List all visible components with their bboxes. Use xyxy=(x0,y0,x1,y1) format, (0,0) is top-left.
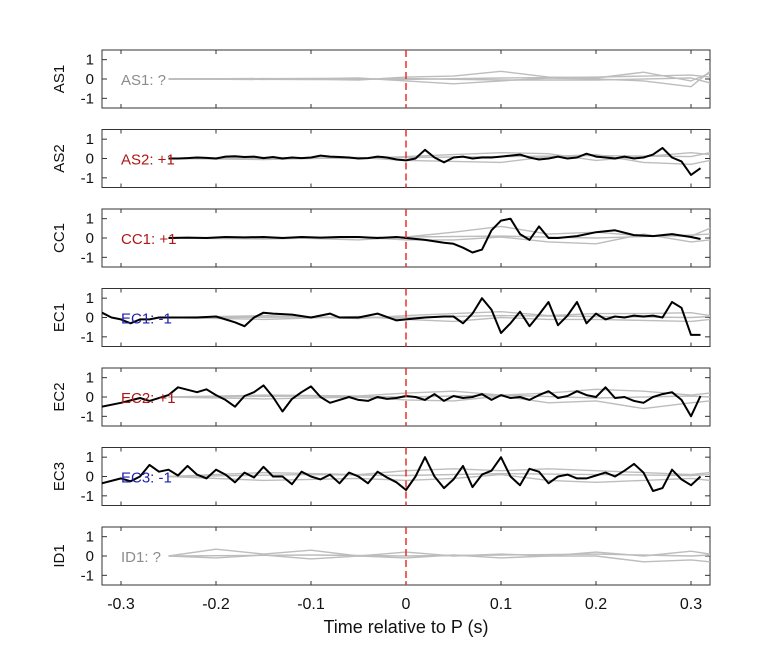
panel-label: EC1 xyxy=(51,303,68,332)
x-axis: -0.3 -0.2 -0.1 0 0.1 0.2 0.3 xyxy=(107,596,702,613)
y-tick-label: 1 xyxy=(86,449,94,466)
y-tick-label: -1 xyxy=(81,90,94,107)
y-tick-label: 1 xyxy=(86,211,94,228)
y-tick-label: 1 xyxy=(86,131,94,148)
x-tick-label: -0.1 xyxy=(297,596,325,613)
plot-area xyxy=(168,70,710,88)
panel-cc1: 1 0 -1 CC1 CC1: +1 xyxy=(51,208,711,268)
y-tick-label: -1 xyxy=(81,329,94,346)
main-trace xyxy=(168,146,702,176)
plot-area xyxy=(168,548,710,563)
polarity-annotation: EC3: -1 xyxy=(121,470,172,487)
main-trace xyxy=(102,384,702,418)
main-trace xyxy=(102,456,702,492)
plot-area xyxy=(168,146,710,176)
plot-area xyxy=(102,297,710,336)
panel-ec3: 1 0 -1 EC3 EC3: -1 xyxy=(51,447,711,506)
panel-label: CC1 xyxy=(51,223,68,253)
y-tick-label: -1 xyxy=(81,408,94,425)
panel-label: AS1 xyxy=(51,65,68,93)
y-tick-label: -1 xyxy=(81,249,94,266)
panel-ec1: 1 0 -1 EC1 EC1: -1 xyxy=(51,288,711,347)
x-tick-label: 0.3 xyxy=(680,596,702,613)
plot-area xyxy=(168,217,710,254)
x-tick-label: -0.2 xyxy=(202,596,230,613)
polarity-annotation: ID1: ? xyxy=(121,549,161,566)
polarity-annotation: AS1: ? xyxy=(121,72,166,89)
panels: 1 0 -1 AS1 AS1: ? 1 0 -1 AS2 AS2: +1 1 0 -1 CC1 CC1: +… xyxy=(51,49,711,586)
y-tick-label: 0 xyxy=(86,389,94,406)
y-tick-label: 0 xyxy=(86,469,94,486)
main-trace xyxy=(102,297,701,336)
background-trace xyxy=(168,77,710,84)
y-tick-label: 0 xyxy=(86,548,94,565)
y-tick-label: -1 xyxy=(81,170,94,187)
y-tick-label: 1 xyxy=(86,529,94,546)
panel-label: EC2 xyxy=(51,382,68,411)
plot-area xyxy=(102,456,710,492)
y-tick-label: 1 xyxy=(86,52,94,69)
y-tick-label: 0 xyxy=(86,151,94,168)
background-trace xyxy=(168,74,710,81)
y-tick-label: 0 xyxy=(86,71,94,88)
x-axis-label: Time relative to P (s) xyxy=(323,617,488,637)
y-tick-label: 1 xyxy=(86,290,94,307)
background-trace xyxy=(168,473,710,483)
polarity-annotation: CC1: +1 xyxy=(121,231,176,248)
x-tick-label: 0.1 xyxy=(490,596,512,613)
polarity-annotation: AS2: +1 xyxy=(121,152,175,169)
y-tick-label: 1 xyxy=(86,370,94,387)
background-trace xyxy=(168,472,710,478)
polarity-annotation: EC2: +1 xyxy=(121,390,176,407)
y-tick-label: -1 xyxy=(81,567,94,584)
panel-as1: 1 0 -1 AS1 AS1: ? xyxy=(51,49,711,109)
y-tick-label: 0 xyxy=(86,310,94,327)
main-trace xyxy=(168,217,701,254)
background-trace xyxy=(168,553,710,557)
panel-id1: 1 0 -1 ID1 ID1: ? xyxy=(51,526,711,586)
panel-label: EC3 xyxy=(51,462,68,491)
background-trace xyxy=(168,468,710,478)
x-tick-label: -0.3 xyxy=(107,596,135,613)
polarity-annotation: EC1: -1 xyxy=(121,311,172,328)
panel-label: ID1 xyxy=(51,544,68,567)
plot-area xyxy=(102,384,710,418)
panel-label: AS2 xyxy=(51,144,68,172)
panel-as2: 1 0 -1 AS2 AS2: +1 xyxy=(51,129,711,188)
x-tick-label: 0 xyxy=(402,596,411,613)
panel-ec2: 1 0 -1 EC2 EC2: +1 xyxy=(51,367,711,427)
x-tick-label: 0.2 xyxy=(585,596,607,613)
y-tick-label: 0 xyxy=(86,230,94,247)
y-tick-label: -1 xyxy=(81,488,94,505)
